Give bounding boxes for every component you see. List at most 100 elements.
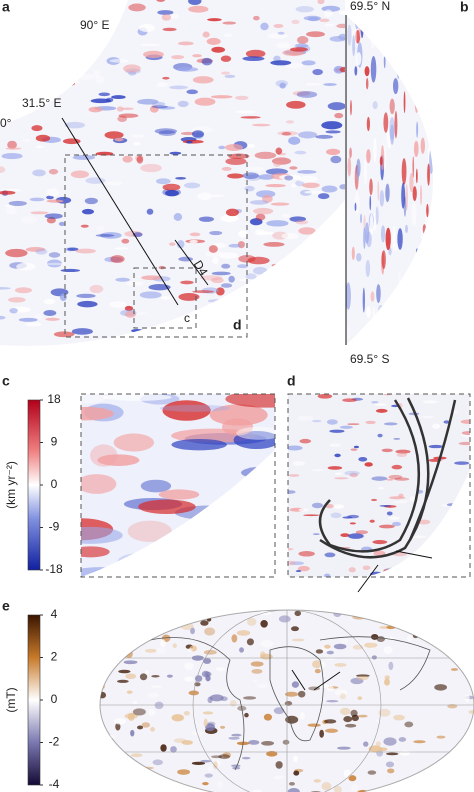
lon-label: 0° — [0, 116, 12, 130]
texture — [236, 630, 251, 636]
texture — [386, 625, 396, 630]
texture — [100, 613, 110, 618]
texture — [378, 487, 385, 490]
texture — [422, 400, 438, 404]
texture — [203, 649, 217, 655]
texture — [303, 15, 322, 21]
texture — [405, 224, 408, 234]
texture — [71, 328, 93, 335]
texture — [378, 304, 384, 315]
texture — [307, 723, 321, 727]
texture — [198, 216, 215, 222]
texture — [258, 174, 275, 180]
texture — [53, 23, 65, 31]
texture — [334, 453, 341, 458]
texture — [295, 570, 302, 573]
texture — [453, 102, 456, 129]
texture — [146, 208, 154, 215]
texture — [459, 28, 464, 43]
texture — [100, 631, 108, 638]
texture — [293, 770, 300, 776]
texture — [228, 275, 235, 283]
texture — [35, 68, 49, 72]
texture — [325, 728, 339, 733]
texture — [277, 131, 299, 136]
texture — [251, 668, 263, 674]
texture — [22, 29, 36, 38]
texture — [387, 768, 395, 774]
texture — [467, 743, 473, 749]
texture — [76, 293, 96, 299]
texture — [354, 202, 357, 212]
texture — [383, 737, 397, 746]
texture — [289, 268, 308, 277]
texture — [228, 243, 241, 248]
texture — [419, 185, 423, 205]
texture — [52, 70, 63, 75]
texture — [169, 242, 176, 246]
texture — [427, 80, 432, 98]
texture — [326, 148, 341, 156]
texture — [391, 48, 394, 59]
texture — [446, 113, 450, 135]
texture — [418, 74, 424, 90]
texture — [239, 315, 258, 319]
texture — [181, 740, 194, 745]
texture — [459, 231, 464, 241]
texture — [125, 310, 136, 318]
texture — [468, 755, 474, 760]
texture — [378, 708, 391, 717]
lat-label: 69.5° N — [350, 0, 390, 13]
texture — [368, 323, 373, 344]
texture — [177, 100, 189, 108]
texture — [364, 462, 373, 467]
texture — [241, 466, 275, 479]
texture — [15, 86, 38, 95]
texture — [427, 299, 433, 326]
texture — [288, 560, 296, 566]
texture — [297, 415, 314, 421]
texture — [225, 143, 243, 151]
texture — [354, 66, 358, 76]
texture — [450, 57, 452, 82]
texture — [298, 508, 309, 512]
texture — [106, 181, 123, 186]
texture — [371, 324, 377, 342]
texture — [126, 281, 144, 286]
texture — [16, 6, 30, 11]
texture — [446, 503, 458, 507]
texture — [288, 548, 294, 551]
panel-label: c — [2, 373, 10, 389]
texture — [291, 626, 299, 632]
texture — [143, 50, 164, 59]
texture — [288, 781, 295, 786]
texture — [70, 170, 90, 179]
texture — [1, 152, 23, 160]
texture — [61, 80, 76, 86]
profile-line — [61, 117, 179, 306]
colorbar — [27, 399, 41, 571]
texture — [372, 306, 376, 321]
texture — [245, 143, 255, 148]
texture — [434, 684, 447, 691]
texture — [231, 764, 241, 768]
texture — [220, 214, 239, 223]
texture — [271, 157, 292, 165]
texture — [194, 675, 203, 682]
texture — [136, 155, 144, 164]
texture — [379, 156, 383, 166]
texture — [369, 195, 372, 211]
texture — [439, 164, 441, 180]
texture — [330, 512, 342, 519]
texture — [42, 73, 60, 82]
texture — [312, 68, 323, 76]
texture — [358, 22, 361, 37]
texture — [307, 248, 325, 257]
texture — [471, 119, 473, 143]
texture — [213, 330, 226, 334]
arrow — [291, 669, 306, 691]
texture — [9, 307, 18, 314]
texture — [151, 101, 166, 107]
texture — [97, 454, 140, 467]
